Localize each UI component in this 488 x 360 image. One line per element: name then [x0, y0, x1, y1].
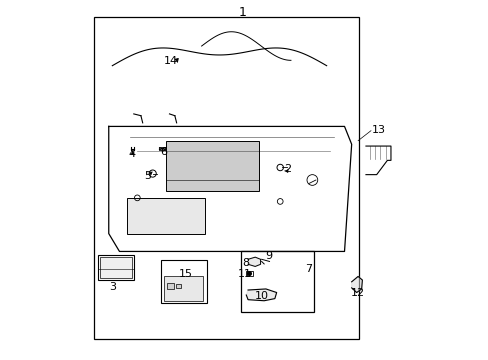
Circle shape	[247, 272, 251, 275]
Text: 13: 13	[371, 125, 385, 135]
Bar	[176, 284, 181, 288]
Text: 9: 9	[264, 251, 272, 261]
Text: 11: 11	[237, 269, 251, 279]
Text: 14: 14	[164, 57, 178, 66]
Polygon shape	[351, 276, 362, 293]
Bar	[246, 271, 252, 276]
Bar	[100, 257, 132, 278]
Text: 8: 8	[242, 258, 249, 268]
Bar	[98, 255, 134, 280]
Bar	[94, 18, 358, 339]
Text: 6: 6	[160, 147, 167, 157]
Text: 1: 1	[238, 6, 246, 19]
Bar	[166, 283, 173, 289]
Text: 12: 12	[350, 288, 365, 297]
Text: 3: 3	[109, 282, 116, 292]
Polygon shape	[247, 257, 260, 266]
Bar	[241, 251, 313, 312]
Text: 10: 10	[254, 291, 268, 301]
Bar	[165, 141, 258, 191]
Text: 2: 2	[284, 164, 291, 174]
Bar	[164, 276, 203, 301]
Text: 4: 4	[128, 149, 135, 159]
Text: 7: 7	[305, 264, 312, 274]
Text: 15: 15	[178, 269, 192, 279]
Polygon shape	[246, 289, 276, 301]
Bar	[160, 260, 206, 303]
Bar	[126, 198, 205, 234]
Text: 5: 5	[144, 171, 151, 181]
Bar	[159, 147, 165, 150]
